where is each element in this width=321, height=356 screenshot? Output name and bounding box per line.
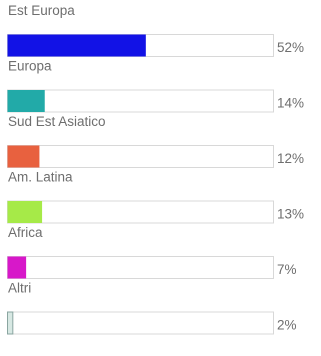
category-label: Europa bbox=[8, 59, 52, 74]
bar-track bbox=[7, 145, 274, 168]
bar bbox=[7, 90, 45, 112]
value-label: 7% bbox=[277, 262, 297, 277]
category-label: Altri bbox=[8, 281, 31, 296]
bar-row-sud-est-asiatico: Sud Est Asiatico 12% bbox=[7, 114, 304, 168]
value-label: 12% bbox=[277, 151, 304, 166]
bar bbox=[7, 201, 43, 223]
category-label: Africa bbox=[8, 225, 43, 240]
category-label: Am. Latina bbox=[8, 170, 73, 185]
bar bbox=[7, 145, 40, 168]
value-label: 14% bbox=[277, 96, 304, 111]
bar-track bbox=[7, 200, 274, 224]
value-label: 2% bbox=[277, 318, 297, 333]
bar-row-africa: Africa 7% bbox=[7, 225, 297, 279]
bar-track bbox=[7, 256, 274, 279]
value-label: 52% bbox=[277, 40, 304, 55]
bar bbox=[7, 311, 14, 335]
bar-row-europa: Europa 14% bbox=[7, 59, 304, 113]
bar-track bbox=[7, 311, 274, 335]
category-label: Sud Est Asiatico bbox=[8, 114, 106, 129]
bar-row-am-latina: Am. Latina 13% bbox=[7, 170, 304, 224]
value-label: 13% bbox=[277, 207, 304, 222]
bar-track bbox=[7, 89, 274, 113]
category-label: Est Europa bbox=[8, 3, 75, 18]
bar bbox=[7, 256, 27, 279]
bar-row-altri: Altri 2% bbox=[7, 281, 297, 335]
bar bbox=[7, 34, 146, 57]
bar-row-est-europa: Est Europa 52% bbox=[7, 3, 304, 57]
